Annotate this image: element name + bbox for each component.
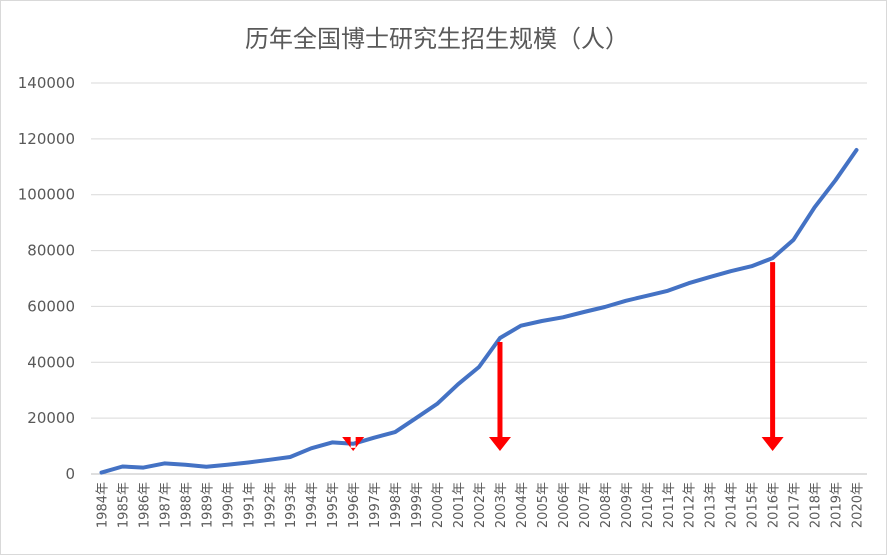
x-tick-label: 1997年 xyxy=(368,482,383,528)
x-tick-label: 2020年 xyxy=(851,482,866,528)
x-tick-label: 1984年 xyxy=(95,482,110,528)
x-tick-label: 2001年 xyxy=(452,482,467,528)
x-tick-label: 2015年 xyxy=(746,482,761,528)
x-tick-label: 1988年 xyxy=(179,482,194,528)
y-tick-label: 60000 xyxy=(27,297,75,315)
x-tick-label: 1996年 xyxy=(347,482,362,528)
x-axis: 1984年 1985年 1986年 1987年 1988年 1989年 1990年 1991年… xyxy=(91,474,867,528)
y-tick-label: 100000 xyxy=(18,186,75,204)
x-tick-label: 1999年 xyxy=(410,482,425,528)
x-tick-label: 2016年 xyxy=(767,482,782,528)
x-tick-label: 2019年 xyxy=(830,482,845,528)
x-tick-label: 1987年 xyxy=(158,482,173,528)
x-tick-label: 1991年 xyxy=(242,482,257,528)
x-tick-label: 2004年 xyxy=(515,482,530,528)
x-tick-label: 2005年 xyxy=(536,482,551,528)
x-tick-label: 1990年 xyxy=(221,482,236,528)
x-tick-label: 2017年 xyxy=(788,482,803,528)
x-tick-label: 2010年 xyxy=(641,482,656,528)
x-tick-label: 1994年 xyxy=(305,482,320,528)
y-tick-label: 120000 xyxy=(18,130,75,148)
gridlines xyxy=(91,83,867,474)
x-tick-label: 2008年 xyxy=(599,482,614,528)
chart-title: 历年全国博士研究生招生规模（人） xyxy=(245,25,629,53)
x-tick-label: 1992年 xyxy=(263,482,278,528)
y-tick-label: 0 xyxy=(65,465,75,483)
y-tick-label: 140000 xyxy=(18,74,75,92)
x-tick-label: 1993年 xyxy=(284,482,299,528)
x-tick-label: 2009年 xyxy=(620,482,635,528)
x-tick-label: 2014年 xyxy=(725,482,740,528)
x-tick-label: 2018年 xyxy=(809,482,824,528)
y-tick-label: 40000 xyxy=(27,353,75,371)
x-tick-label: 1985年 xyxy=(116,482,131,528)
x-tick-label: 2013年 xyxy=(704,482,719,528)
arrow-down-icon xyxy=(489,342,511,451)
x-tick-label: 2011年 xyxy=(662,482,677,528)
y-tick-label: 20000 xyxy=(27,409,75,427)
x-tick-label: 2000年 xyxy=(431,482,446,528)
x-tick-label: 2003年 xyxy=(494,482,509,528)
x-tick-label: 2012年 xyxy=(683,482,698,528)
x-tick-label: 1995年 xyxy=(326,482,341,528)
y-axis: 0 20000 40000 60000 80000 100000 120000 140000 xyxy=(18,74,75,483)
x-tick-label: 1998年 xyxy=(389,482,404,528)
arrow-down-icon xyxy=(762,262,784,451)
x-tick-label: 1989年 xyxy=(200,482,215,528)
x-tick-label: 2002年 xyxy=(473,482,488,528)
x-tick-label: 2007年 xyxy=(578,482,593,528)
series-line xyxy=(101,150,856,473)
y-tick-label: 80000 xyxy=(27,242,75,260)
x-tick-label: 2006年 xyxy=(557,482,572,528)
x-tick-label: 1986年 xyxy=(137,482,152,528)
series-line-path xyxy=(102,150,857,473)
